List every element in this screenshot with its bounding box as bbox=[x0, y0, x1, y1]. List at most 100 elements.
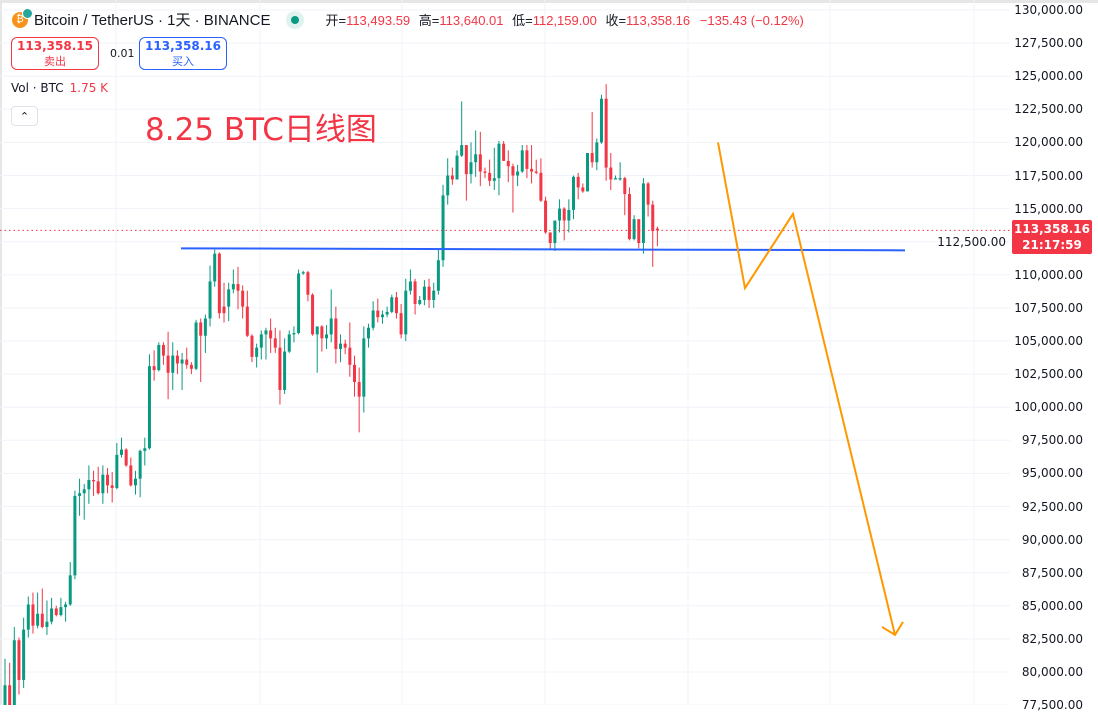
candle bbox=[404, 278, 408, 341]
chart-annotation-text[interactable]: 8.25 BTC日线图 bbox=[145, 112, 377, 148]
candle-body bbox=[40, 613, 44, 627]
candle-body bbox=[315, 326, 319, 335]
candle bbox=[576, 172, 580, 200]
symbol-legend: ₿ Bitcoin / TetherUS · 1天 · BINANCE 开=11… bbox=[12, 7, 804, 30]
collapse-legend-button[interactable]: ⌃ bbox=[11, 106, 38, 126]
market-open-icon[interactable] bbox=[286, 10, 305, 29]
candle-body bbox=[502, 143, 506, 161]
volume-value: 1.75 K bbox=[69, 81, 109, 95]
candle bbox=[544, 196, 548, 234]
candle-body bbox=[572, 176, 576, 210]
candle-body bbox=[143, 448, 147, 451]
candle bbox=[250, 334, 254, 363]
candle bbox=[264, 327, 268, 360]
price-axis-label: 90,000.00 bbox=[1021, 532, 1083, 547]
candle bbox=[325, 325, 329, 349]
buy-button[interactable]: 113,358.16 买入 bbox=[139, 37, 227, 70]
candle bbox=[641, 178, 645, 254]
candle-body bbox=[87, 480, 91, 490]
candle bbox=[157, 342, 161, 372]
candle bbox=[259, 330, 263, 360]
buy-label: 买入 bbox=[172, 55, 194, 68]
candle-body bbox=[343, 343, 347, 348]
grid-lines bbox=[0, 0, 1010, 705]
candle-body bbox=[599, 98, 603, 143]
close-value: 113,358.16 bbox=[626, 13, 691, 28]
candle-body bbox=[45, 621, 49, 627]
candle-body bbox=[339, 343, 343, 349]
candle-body bbox=[334, 318, 338, 349]
candle bbox=[12, 626, 16, 705]
candle bbox=[362, 326, 366, 413]
candle bbox=[441, 184, 445, 267]
candle-body bbox=[278, 347, 282, 390]
candle bbox=[483, 167, 487, 179]
sell-label: 卖出 bbox=[44, 55, 66, 68]
candle-body bbox=[297, 273, 301, 334]
bar-countdown: 21:17:59 bbox=[1022, 238, 1082, 253]
candle-body bbox=[329, 318, 333, 335]
candle-body bbox=[241, 290, 245, 307]
high-label: 高= bbox=[418, 13, 440, 28]
candle-body bbox=[59, 607, 63, 616]
candle bbox=[376, 298, 380, 323]
candle bbox=[385, 306, 389, 318]
candle bbox=[539, 158, 543, 202]
candle bbox=[460, 101, 464, 157]
candle-body bbox=[492, 178, 496, 181]
candle-body bbox=[124, 449, 128, 466]
volume-legend[interactable]: Vol · BTC 1.75 K bbox=[11, 81, 108, 95]
ohlc-values: 开=113,493.59 高=113,640.01 低=112,159.00 收… bbox=[320, 10, 803, 29]
candle bbox=[106, 468, 110, 494]
candle bbox=[78, 478, 82, 516]
candle bbox=[185, 347, 189, 369]
candle bbox=[553, 220, 557, 251]
candle-body bbox=[497, 143, 501, 179]
candle-body bbox=[408, 281, 412, 291]
candle bbox=[399, 303, 403, 339]
price-axis-label: 115,000.00 bbox=[1014, 201, 1083, 216]
candle-body bbox=[548, 232, 552, 244]
price-axis-label: 87,500.00 bbox=[1021, 565, 1083, 580]
price-axis-label: 117,500.00 bbox=[1014, 168, 1083, 183]
candle-body bbox=[292, 333, 296, 335]
candle-body bbox=[353, 364, 356, 383]
candle-body bbox=[651, 204, 655, 232]
candle bbox=[586, 152, 589, 192]
candle bbox=[558, 199, 562, 233]
candle bbox=[115, 442, 119, 490]
price-axis-label: 77,500.00 bbox=[1021, 698, 1083, 712]
candle-body bbox=[362, 338, 366, 397]
candle-body bbox=[26, 604, 30, 630]
candle bbox=[166, 331, 170, 400]
candle-body bbox=[259, 334, 263, 348]
candle bbox=[590, 111, 594, 168]
candle bbox=[231, 269, 235, 294]
candle bbox=[581, 183, 585, 193]
candle bbox=[604, 84, 608, 181]
candle-body bbox=[418, 299, 422, 304]
candle-body bbox=[73, 495, 77, 576]
candle-body bbox=[464, 145, 468, 175]
price-axis-label: 125,000.00 bbox=[1014, 69, 1083, 84]
candle bbox=[450, 167, 454, 185]
candle-body bbox=[50, 608, 54, 622]
candle bbox=[292, 326, 296, 343]
candle-body bbox=[646, 183, 650, 205]
sell-button[interactable]: 113,358.15 卖出 bbox=[11, 37, 99, 70]
candle bbox=[92, 470, 96, 496]
candle bbox=[269, 318, 273, 353]
candle-body bbox=[152, 366, 156, 371]
candle-body bbox=[394, 297, 398, 314]
candle bbox=[222, 282, 226, 323]
symbol-title[interactable]: Bitcoin / TetherUS · 1天 · BINANCE bbox=[34, 12, 271, 29]
candle-body bbox=[36, 613, 40, 626]
candle-body bbox=[455, 155, 459, 180]
candle bbox=[180, 352, 184, 390]
price-axis-label: 130,000.00 bbox=[1014, 3, 1083, 17]
candle-body bbox=[627, 194, 631, 240]
candle-body bbox=[199, 322, 203, 336]
candle bbox=[208, 265, 212, 327]
last-price-tag: 113,358.16 21:17:59 bbox=[1012, 220, 1092, 255]
